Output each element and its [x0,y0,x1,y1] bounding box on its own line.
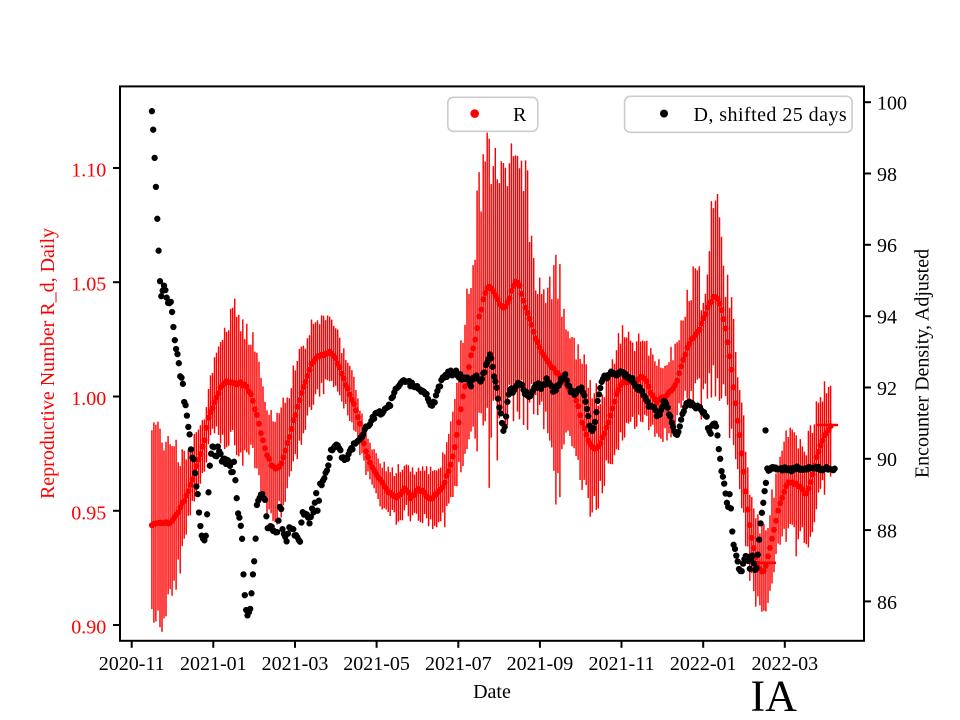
svg-text:94: 94 [877,307,897,329]
svg-text:90: 90 [877,449,897,471]
svg-text:2021-11: 2021-11 [589,653,655,675]
svg-text:Reproductive Number R_d, Daily: Reproductive Number R_d, Daily [37,228,59,499]
svg-text:2021-07: 2021-07 [425,653,492,675]
svg-text:0.95: 0.95 [71,502,106,524]
svg-text:86: 86 [877,592,897,614]
svg-text:2020-11: 2020-11 [99,653,165,675]
svg-text:2021-01: 2021-01 [180,653,247,675]
svg-text:IA: IA [751,672,798,720]
svg-text:100: 100 [877,93,907,115]
svg-text:2022-03: 2022-03 [751,653,818,675]
svg-text:2021-09: 2021-09 [507,653,574,675]
svg-text:Date: Date [473,681,511,703]
svg-text:96: 96 [877,235,897,257]
svg-text:2021-05: 2021-05 [343,653,410,675]
svg-text:2022-01: 2022-01 [670,653,737,675]
svg-text:D, shifted 25 days: D, shifted 25 days [694,104,848,126]
svg-text:R: R [513,104,527,126]
svg-text:1.10: 1.10 [71,160,106,182]
svg-text:88: 88 [877,521,897,543]
svg-text:0.90: 0.90 [71,617,106,639]
svg-text:98: 98 [877,164,897,186]
svg-text:1.05: 1.05 [71,274,106,296]
svg-text:Encounter Density, Adjusted: Encounter Density, Adjusted [912,249,934,478]
svg-text:92: 92 [877,378,897,400]
svg-text:1.00: 1.00 [71,388,106,410]
svg-text:2021-03: 2021-03 [262,653,329,675]
